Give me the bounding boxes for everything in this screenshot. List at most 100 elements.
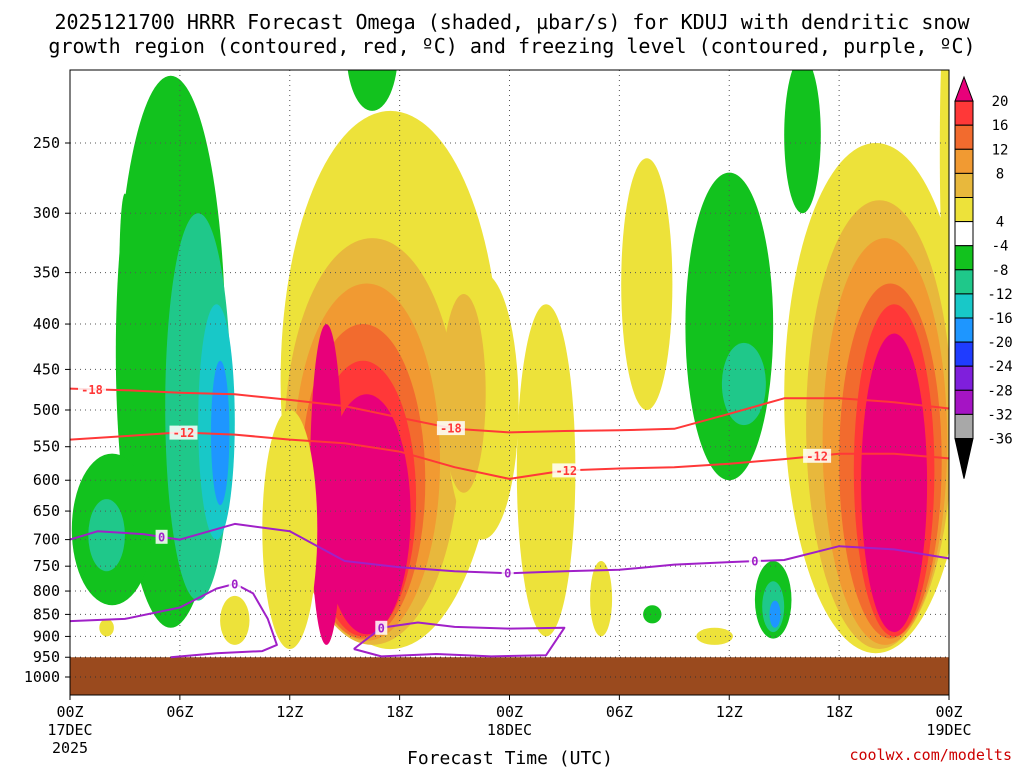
- y-tick-label-550: 550: [33, 438, 60, 456]
- y-tick-label-350: 350: [33, 264, 60, 282]
- ascent-bottom-yellow: [696, 627, 733, 645]
- x-tick-label-1: 06Z: [166, 703, 193, 721]
- y-tick-label-600: 600: [33, 471, 60, 489]
- colorbar-label-8: -16: [987, 311, 1012, 327]
- terrain-fill: [70, 657, 949, 695]
- dgz-minus18-label-bg-0: [78, 382, 106, 397]
- credit-text: coolwx.com/modelts: [849, 746, 1012, 764]
- descent-top-green: [347, 70, 397, 111]
- y-tick-label-650: 650: [33, 502, 60, 520]
- freezing-level-label-bg-1: [501, 566, 514, 581]
- y-tick-label-800: 800: [33, 582, 60, 600]
- dgz-minus18-label-0: -18: [81, 383, 103, 397]
- y-tick-label-400: 400: [33, 315, 60, 333]
- x-tick-label-7: 18Z: [826, 703, 853, 721]
- colorbar-bin-4: [954, 172, 974, 198]
- ascent-upper-yellow: [621, 158, 673, 410]
- y-tick-label-850: 850: [33, 605, 60, 623]
- colorbar-bin-6: [954, 221, 974, 247]
- colorbar-label-13: -36: [987, 432, 1012, 448]
- colorbar-bin-9: [954, 293, 974, 319]
- colorbar-label-11: -28: [987, 383, 1012, 399]
- grid: [70, 70, 949, 695]
- ascent-small-yellow: [220, 595, 250, 645]
- x-tick-sublabel-4-0: 18DEC: [487, 721, 532, 739]
- descent-mid-green: [685, 172, 774, 481]
- x-axis-label: Forecast Time (UTC): [407, 748, 613, 768]
- colorbar-bin-8: [954, 269, 974, 295]
- ascent-main-magenta: [322, 394, 411, 635]
- x-tick-sublabel-0-1: 2025: [52, 739, 88, 757]
- y-tick-label-700: 700: [33, 531, 60, 549]
- dgz-minus12-label-bg-1: [552, 463, 581, 478]
- descent-early-blue: [211, 360, 230, 506]
- descent-spot-green: [643, 605, 662, 624]
- descent-low-teal: [88, 499, 125, 572]
- terrain: [70, 656, 949, 695]
- colorbar-bin-13: [954, 389, 974, 415]
- dgz-minus12-label-bg-2: [803, 448, 832, 463]
- y-tick-label-950: 950: [33, 648, 60, 666]
- freezing-level-line: [70, 522, 949, 575]
- y-axis: 250 300 350 400 450 500 550 600 650 700 750 800 850 9…: [24, 134, 70, 686]
- colorbar-label-9: -20: [987, 335, 1012, 351]
- chart-title-line-1: 2025121700 HRRR Forecast Omega (shaded, …: [54, 10, 970, 34]
- x-tick-label-3: 18Z: [386, 703, 413, 721]
- dgz-minus12-label-2: -12: [806, 449, 828, 463]
- colorbar-bin-5: [954, 197, 974, 223]
- x-tick-sublabel-8-0: 19DEC: [926, 721, 971, 739]
- colorbar-bin-2: [954, 124, 974, 150]
- dgz-minus12-label-1: -12: [555, 464, 577, 478]
- ascent-edge-yellow: [939, 70, 949, 284]
- freezing-level-label-0: 0: [158, 530, 165, 544]
- colorbar-bin-7: [954, 245, 974, 271]
- dgz-minus18-label-1: -18: [440, 422, 462, 436]
- chart-title-line-2: growth region (contoured, red, ºC) and f…: [48, 34, 975, 58]
- dgz-minus12-line: [70, 431, 949, 480]
- y-tick-label-300: 300: [33, 204, 60, 222]
- colorbar-label-5: -4: [992, 239, 1009, 255]
- y-tick-label-900: 900: [33, 627, 60, 645]
- freezing-level-low-label-bg-0: [228, 576, 241, 591]
- dgz-minus18-label-bg-1: [436, 421, 465, 436]
- colorbar-label-10: -24: [987, 359, 1012, 375]
- colorbar-bin-11: [954, 341, 974, 367]
- descent-mid-top-green: [784, 70, 821, 214]
- x-tick-label-8: 00Z: [935, 703, 962, 721]
- descent-thin-green: [119, 193, 131, 343]
- colorbar-bin-3: [954, 148, 974, 174]
- ascent-tiny-yellow: [99, 618, 114, 637]
- omega-shading: [71, 70, 949, 654]
- colorbar-label-7: -12: [987, 287, 1012, 303]
- colorbar-bin-1: [954, 100, 974, 126]
- x-tick-label-4: 00Z: [496, 703, 523, 721]
- x-tick-label-0: 00Z: [56, 703, 83, 721]
- freezing-level-label-2: 0: [751, 555, 758, 569]
- dgz-minus12-label-0: -12: [173, 426, 195, 440]
- colorbar-bin-14: [954, 413, 974, 439]
- ascent-late-magenta: [861, 333, 928, 633]
- temperature-contours: -18 -18 -12 -12 -12 0 0 0 0 0: [70, 382, 949, 659]
- y-tick-label-250: 250: [33, 134, 60, 152]
- dgz-minus12-label-bg-0: [169, 425, 198, 440]
- colorbar-label-0: 20: [992, 94, 1009, 110]
- y-tick-label-1000: 1000: [24, 668, 60, 686]
- freezing-level-label-1: 0: [504, 567, 511, 581]
- colorbar-label-6: -8: [992, 263, 1009, 279]
- freezing-level-label-bg-2: [748, 554, 761, 569]
- ascent-mid-yellow: [516, 304, 576, 637]
- x-tick-label-2: 12Z: [276, 703, 303, 721]
- colorbar-label-12: -32: [987, 407, 1012, 423]
- ascent-left-yellow: [262, 410, 318, 649]
- x-tick-sublabel-0-0: 17DEC: [47, 721, 92, 739]
- colorbar-arrow-top: [954, 75, 974, 102]
- x-tick-label-6: 12Z: [716, 703, 743, 721]
- colorbar-label-4: 4: [996, 215, 1004, 231]
- ascent-side-gold: [441, 294, 486, 493]
- x-tick-label-5: 06Z: [606, 703, 633, 721]
- colorbar-label-3: 8: [996, 166, 1004, 182]
- freezing-level-low-line: [70, 582, 278, 659]
- colorbar-bin-12: [954, 365, 974, 391]
- freezing-level-pocket-label-0: 0: [378, 621, 385, 635]
